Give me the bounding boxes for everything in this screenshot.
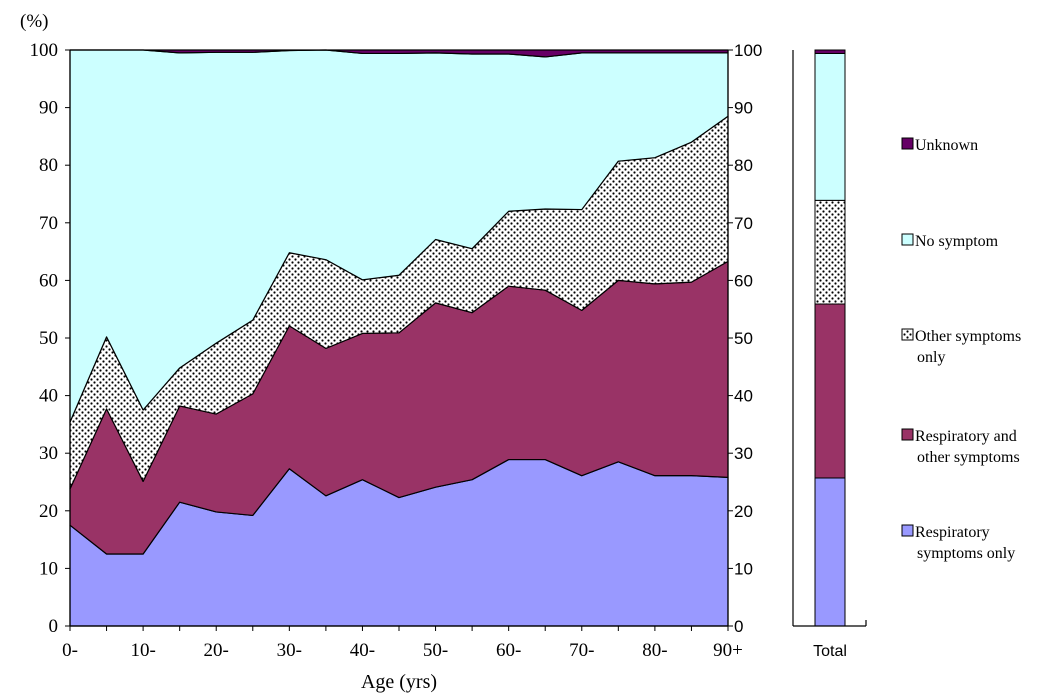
legend: Unknown No symptom Other symptoms only Respi… <box>901 137 1021 562</box>
legend-label: Respiratory <box>915 524 990 541</box>
x-axis-label: Age (yrs) <box>361 671 437 693</box>
total-bar-stack <box>814 49 846 627</box>
total-bar-respiratory-symptoms-only <box>814 477 846 627</box>
total-category-label: Total <box>813 643 847 660</box>
x-ticks: 0- 10- 20- 30- 40- 50- 60- 70- 80- 90+ <box>62 626 743 661</box>
total-bar-unknown <box>814 49 846 54</box>
legend-swatch <box>901 233 914 246</box>
legend-label: only <box>917 349 945 366</box>
right-tick-label: 30 <box>734 444 753 463</box>
total-bar-respiratory-and-other-symptoms <box>814 303 846 479</box>
right-tick-label: 20 <box>734 502 753 521</box>
legend-item-other-symptoms-only: Other symptoms only <box>901 328 1021 366</box>
legend-label: other symptoms <box>917 449 1020 466</box>
total-axes <box>792 50 867 627</box>
x-tick-label: 50- <box>423 640 448 661</box>
left-tick-label: 40 <box>39 386 58 407</box>
left-tick-label: 20 <box>39 501 58 522</box>
right-tick-label: 70 <box>734 214 753 233</box>
legend-label: No symptom <box>915 233 999 250</box>
right-tick-label: 50 <box>734 329 753 348</box>
right-y-ticks: 0 10 20 30 40 50 60 70 80 90 100 <box>728 41 762 636</box>
legend-label: Respiratory and <box>915 428 1017 445</box>
legend-swatch <box>901 328 914 341</box>
legend-swatch <box>901 137 914 150</box>
total-bar-no-symptom <box>814 52 846 201</box>
legend-swatch <box>901 428 914 441</box>
legend-item-respiratory-and-other-symptoms: Respiratory and other symptoms <box>901 428 1020 466</box>
legend-item-unknown: Unknown <box>901 137 978 154</box>
x-tick-label: 80- <box>642 640 667 661</box>
left-tick-label: 100 <box>30 40 59 61</box>
x-tick-label: 40- <box>350 640 375 661</box>
right-tick-label: 100 <box>734 41 762 60</box>
left-tick-label: 50 <box>39 328 58 349</box>
left-tick-label: 70 <box>39 213 58 234</box>
left-tick-label: 0 <box>49 616 59 637</box>
left-tick-label: 80 <box>39 155 58 176</box>
right-tick-label: 60 <box>734 271 753 290</box>
left-tick-label: 60 <box>39 270 58 291</box>
left-tick-label: 10 <box>39 558 58 579</box>
legend-label: Other symptoms <box>915 328 1021 345</box>
main-plot-areas <box>69 49 729 627</box>
y-unit-label: (%) <box>20 11 48 32</box>
right-tick-label: 80 <box>734 156 753 175</box>
total-bar-other-symptoms-only <box>814 199 846 305</box>
right-tick-label: 90 <box>734 99 753 118</box>
x-tick-label: 10- <box>130 640 155 661</box>
x-tick-label: 0- <box>62 640 78 661</box>
x-tick-label: 20- <box>204 640 229 661</box>
legend-label: Unknown <box>915 137 978 154</box>
left-tick-label: 90 <box>39 98 58 119</box>
x-tick-label: 60- <box>496 640 521 661</box>
left-tick-label: 30 <box>39 443 58 464</box>
x-tick-label: 30- <box>277 640 302 661</box>
right-tick-label: 40 <box>734 387 753 406</box>
right-tick-label: 0 <box>734 617 743 636</box>
legend-item-no-symptom: No symptom <box>901 233 999 250</box>
right-tick-label: 10 <box>734 559 753 578</box>
x-tick-label: 70- <box>569 640 594 661</box>
legend-swatch <box>901 524 914 537</box>
x-tick-label: 90+ <box>713 640 743 661</box>
legend-label: symptoms only <box>917 545 1015 562</box>
left-y-ticks: 0 10 20 30 40 50 60 70 80 90 100 <box>30 40 70 637</box>
legend-item-respiratory-symptoms-only: Respiratory symptoms only <box>901 524 1015 562</box>
